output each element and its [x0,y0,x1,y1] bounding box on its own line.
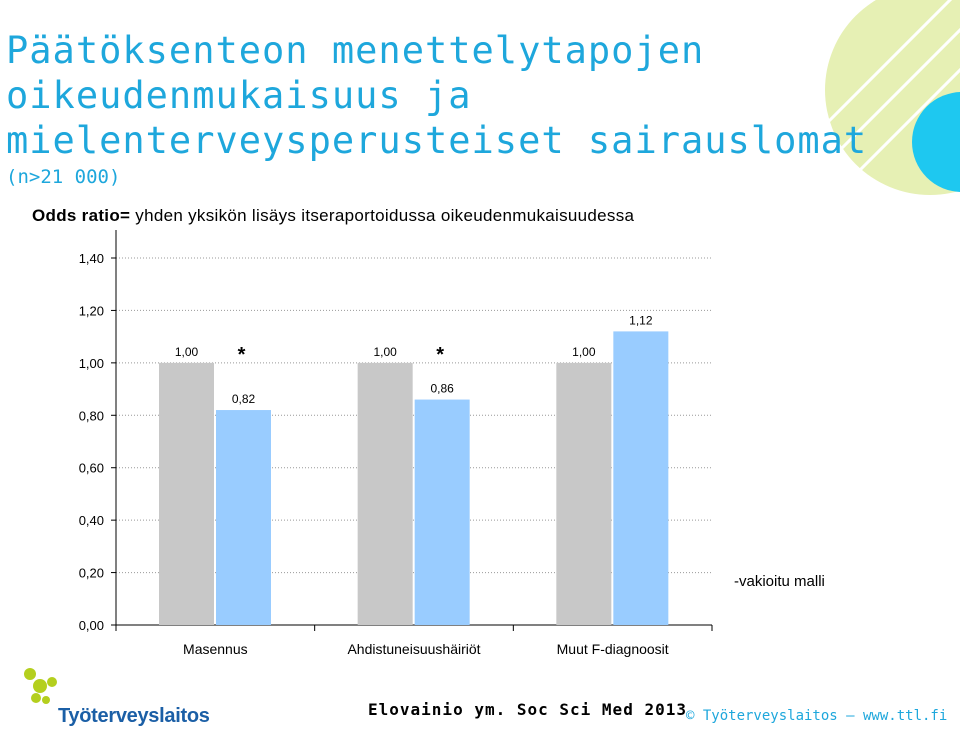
data-label: 1,00 [373,345,397,359]
legend-text: -vakioitu malli [734,573,825,590]
odds-ratio-label: Odds ratio= [32,206,131,225]
significance-marker: * [436,344,444,366]
data-label: 1,00 [572,345,596,359]
title-line-1: Päätöksenteon menettelytapojen [6,29,705,72]
ttl-logo-icon [24,668,57,704]
citation: Elovainio ym. Soc Sci Med 2013 [368,700,687,719]
data-label: 1,12 [629,313,653,327]
odds-ratio-description: Odds ratio= yhden yksikön lisäys itserap… [32,206,634,226]
category-label: Ahdistuneisuushäiriöt [347,641,480,657]
y-tick-label: 0,80 [79,408,104,423]
copyright: © Työterveyslaitos — www.ttl.fi [686,708,948,724]
cyan-circle-decoration [912,92,960,192]
data-label: 0,82 [232,392,256,406]
bar [613,331,669,625]
title-line-3: mielenterveysperusteiset sairauslomat [6,119,868,162]
bar [414,399,470,625]
data-label: 0,86 [430,382,454,396]
y-tick-label: 0,00 [79,618,104,633]
bar [556,362,612,625]
category-label: Muut F-diagnoosit [557,641,669,657]
y-tick-label: 0,60 [79,461,104,476]
significance-marker: * [238,344,246,366]
bar [216,410,271,625]
bar [159,362,214,625]
category-label: Masennus [183,641,248,657]
page-title: Päätöksenteon menettelytapojen oikeudenm… [6,28,867,163]
title-line-2: oikeudenmukaisuus ja [6,74,472,117]
bar [357,362,413,625]
white-diagonal-lines [718,0,960,232]
y-tick-label: 0,40 [79,513,104,528]
y-tick-label: 0,20 [79,566,104,581]
odds-ratio-text: yhden yksikön lisäys itseraportoidussa o… [130,206,635,225]
ttl-logo-text: Työterveyslaitos [58,705,210,727]
sample-size: (n>21 000) [6,166,121,188]
y-tick-label: 1,00 [79,356,104,371]
y-tick-label: 1,20 [79,303,104,318]
data-label: 1,00 [175,345,199,359]
y-tick-label: 1,40 [79,251,104,266]
